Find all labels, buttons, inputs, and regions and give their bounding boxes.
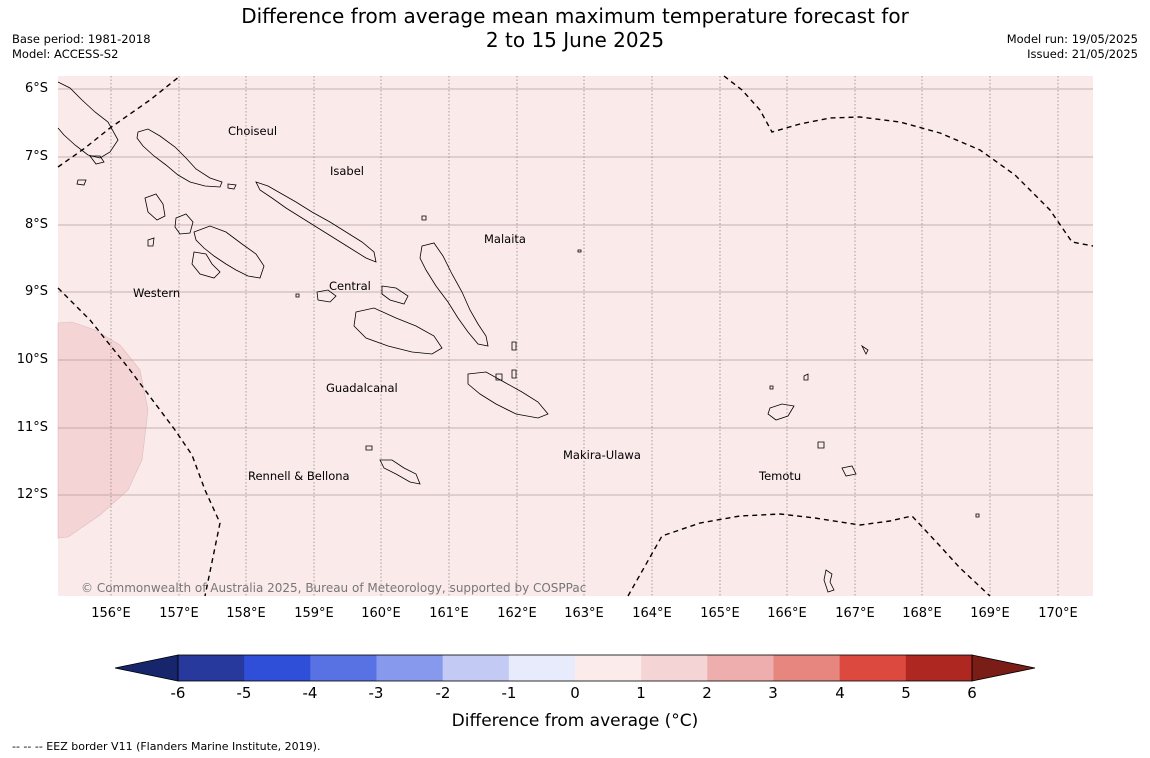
lon-label: 168°E (902, 606, 942, 621)
colorbar-segment (310, 655, 377, 681)
colorbar-segment (905, 655, 973, 681)
lat-label: 9°S (24, 284, 48, 299)
lon-label: 170°E (1038, 606, 1078, 621)
bougainville-coast (57, 81, 119, 159)
rennell-island (379, 459, 421, 485)
colorbar-frame (177, 654, 973, 682)
isabel-island (255, 181, 377, 263)
santa-cruz-island (767, 403, 795, 421)
model-run: Model run: 19/05/2025 (1006, 32, 1138, 46)
russell-islands (316, 289, 337, 303)
colorbar-tick: 5 (901, 684, 911, 702)
colorbar-tick: 1 (636, 684, 646, 702)
lon-label: 165°E (700, 606, 740, 621)
eez-footnote: -- -- -- EEZ border V11 (Flanders Marine… (12, 740, 321, 753)
colorbar-label: Difference from average (°C) (451, 711, 699, 731)
longitude-gridlines (110, 76, 1059, 596)
chart-title-line2: 2 to 15 June 2025 (485, 28, 665, 52)
copyright-notice: © Commonwealth of Australia 2025, Bureau… (81, 581, 587, 595)
region-label-western: Western (133, 286, 181, 300)
colorbar-segment (244, 655, 311, 681)
lat-label: 8°S (24, 217, 48, 232)
colorbar-tick: 0 (570, 684, 580, 702)
region-label-isabel: Isabel (330, 164, 365, 178)
lon-label: 156°E (91, 606, 131, 621)
model-name: Model: ACCESS-S2 (12, 47, 119, 61)
lon-label: 167°E (835, 606, 875, 621)
lat-label: 7°S (24, 149, 48, 164)
region-label-malaita: Malaita (484, 232, 526, 246)
lon-label: 158°E (226, 606, 266, 621)
colorbar-segment (178, 655, 245, 681)
colorbar-segment (442, 655, 510, 681)
colorbar-tick: -1 (501, 684, 517, 702)
lon-label: 163°E (564, 606, 604, 621)
lon-label: 159°E (294, 606, 334, 621)
vella-lavella (144, 193, 166, 221)
colorbar-tick: 4 (835, 684, 845, 702)
lat-label: 6°S (24, 81, 48, 96)
region-label-choiseul: Choiseul (228, 124, 278, 138)
lat-label: 11°S (16, 420, 48, 435)
colorbar-segment (508, 655, 576, 681)
colorbar-under-arrow (114, 654, 179, 682)
issued-date: Issued: 21/05/2025 (1027, 47, 1138, 61)
lon-label: 162°E (497, 606, 537, 621)
lon-label: 157°E (159, 606, 199, 621)
florida-islands (381, 285, 409, 305)
colorbar-over-arrow (971, 654, 1036, 682)
latitude-gridlines (58, 88, 1093, 496)
malaita-island (419, 242, 489, 347)
lon-label: 164°E (632, 606, 672, 621)
colorbar-tick: -3 (368, 684, 384, 702)
colorbar-tick: -5 (236, 684, 252, 702)
colorbar-tick: -6 (170, 684, 186, 702)
region-label-makira-ulawa: Makira-Ulawa (563, 448, 641, 462)
colorbar-segment (773, 655, 841, 681)
lat-label: 10°S (16, 352, 48, 367)
colorbar-segments (178, 655, 973, 681)
region-label-central: Central (329, 279, 371, 293)
region-label-guadalcanal: Guadalcanal (326, 381, 398, 395)
lat-label: 12°S (16, 487, 48, 502)
colorbar-segment (376, 655, 444, 681)
base-period: Base period: 1981-2018 (12, 32, 151, 46)
colorbar-segment (839, 655, 907, 681)
colorbar-segment (641, 655, 708, 681)
colorbar-tick: 6 (967, 684, 977, 702)
eez-borders (57, 75, 1094, 597)
lon-label: 160°E (361, 606, 401, 621)
region-label-rennell-bellona: Rennell & Bellona (248, 469, 350, 483)
new-georgia (193, 225, 265, 279)
lon-label: 161°E (429, 606, 469, 621)
kolombangara (174, 213, 194, 235)
colorbar-segment (575, 655, 642, 681)
colorbar-segment (707, 655, 774, 681)
lon-label: 169°E (970, 606, 1010, 621)
region-label-temotu: Temotu (759, 469, 802, 483)
warm-anomaly-patch (57, 321, 149, 539)
guadalcanal-island (353, 307, 443, 355)
coastlines (57, 81, 980, 593)
colorbar-tick: -2 (435, 684, 451, 702)
lon-label: 166°E (767, 606, 807, 621)
colorbar-tick: 2 (702, 684, 712, 702)
choiseul-island (136, 128, 223, 188)
colorbar-tick: 3 (768, 684, 778, 702)
chart-title-line1: Difference from average mean maximum tem… (241, 4, 909, 28)
map-background (58, 76, 1093, 596)
colorbar-tick: -4 (302, 684, 318, 702)
